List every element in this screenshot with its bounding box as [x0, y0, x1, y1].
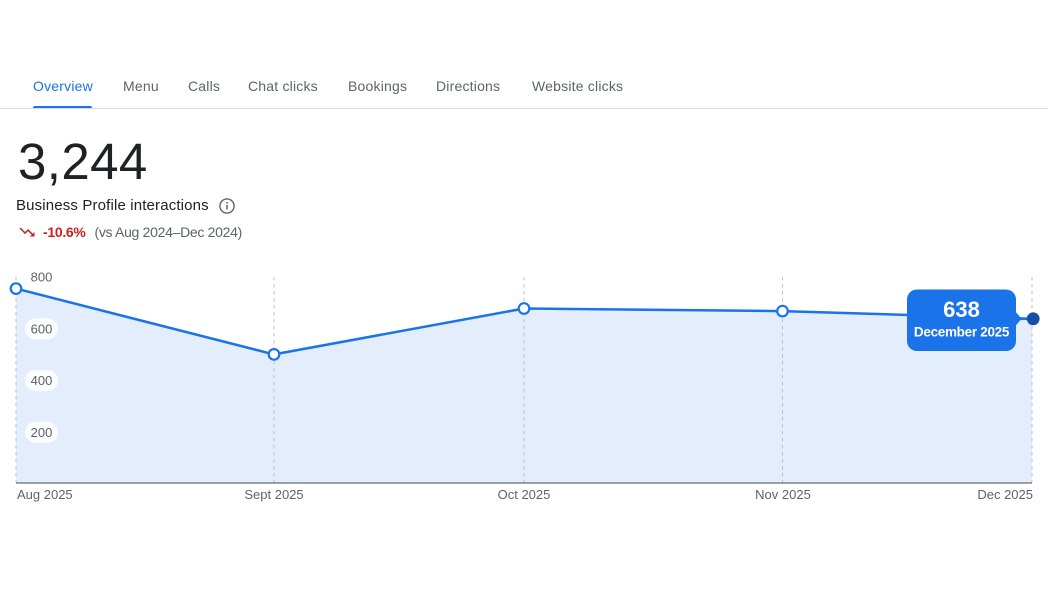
svg-text:638: 638: [943, 297, 980, 322]
svg-text:800: 800: [31, 270, 53, 285]
svg-text:December 2025: December 2025: [914, 325, 1010, 340]
svg-text:Nov 2025: Nov 2025: [755, 487, 811, 502]
svg-text:400: 400: [31, 373, 53, 388]
svg-text:Sept 2025: Sept 2025: [244, 487, 303, 502]
svg-text:200: 200: [31, 425, 53, 440]
svg-text:600: 600: [31, 321, 53, 336]
svg-text:Oct 2025: Oct 2025: [498, 487, 551, 502]
svg-text:Dec 2025: Dec 2025: [977, 487, 1033, 502]
svg-text:Aug 2025: Aug 2025: [17, 487, 73, 502]
